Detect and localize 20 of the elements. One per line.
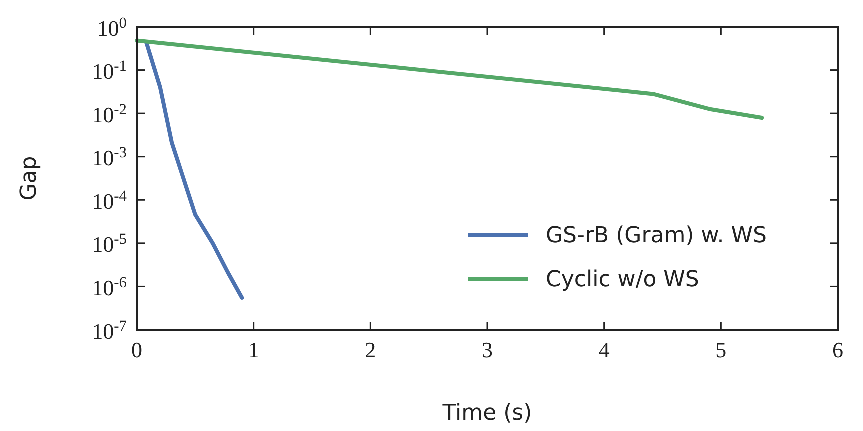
y-tick-label: 10$^{-6}$ (92, 274, 128, 301)
y-tick-label: 10$^{-2}$ (92, 100, 127, 128)
x-tick-label: 2 (365, 338, 376, 363)
y-tick-label: 10$^{-3}$ (92, 144, 128, 171)
x-tick-label: 6 (832, 338, 844, 363)
x-tick-label: 0 (132, 338, 142, 363)
y-tick-label: 10$^{-1}$ (92, 58, 127, 84)
y-tick-label: 10$^{0}$ (97, 14, 128, 41)
x-tick-label: 1 (248, 338, 260, 363)
y-tick-label: 10$^{-5}$ (92, 230, 128, 258)
x-axis-title: Time (s) (442, 401, 532, 426)
legend-label: Cyclic w/o WS (546, 268, 700, 293)
x-tick-label: 4 (598, 338, 610, 363)
x-tick-label: 5 (716, 338, 727, 363)
y-axis-title: Gap (17, 156, 42, 201)
y-tick-label: 10$^{-7}$ (92, 317, 128, 344)
y-tick-label: 10$^{-4}$ (92, 187, 128, 214)
x-tick-label: 3 (482, 338, 493, 363)
line-series (135, 38, 764, 120)
legend-label: GS-rB (Gram) w. WS (546, 224, 767, 249)
